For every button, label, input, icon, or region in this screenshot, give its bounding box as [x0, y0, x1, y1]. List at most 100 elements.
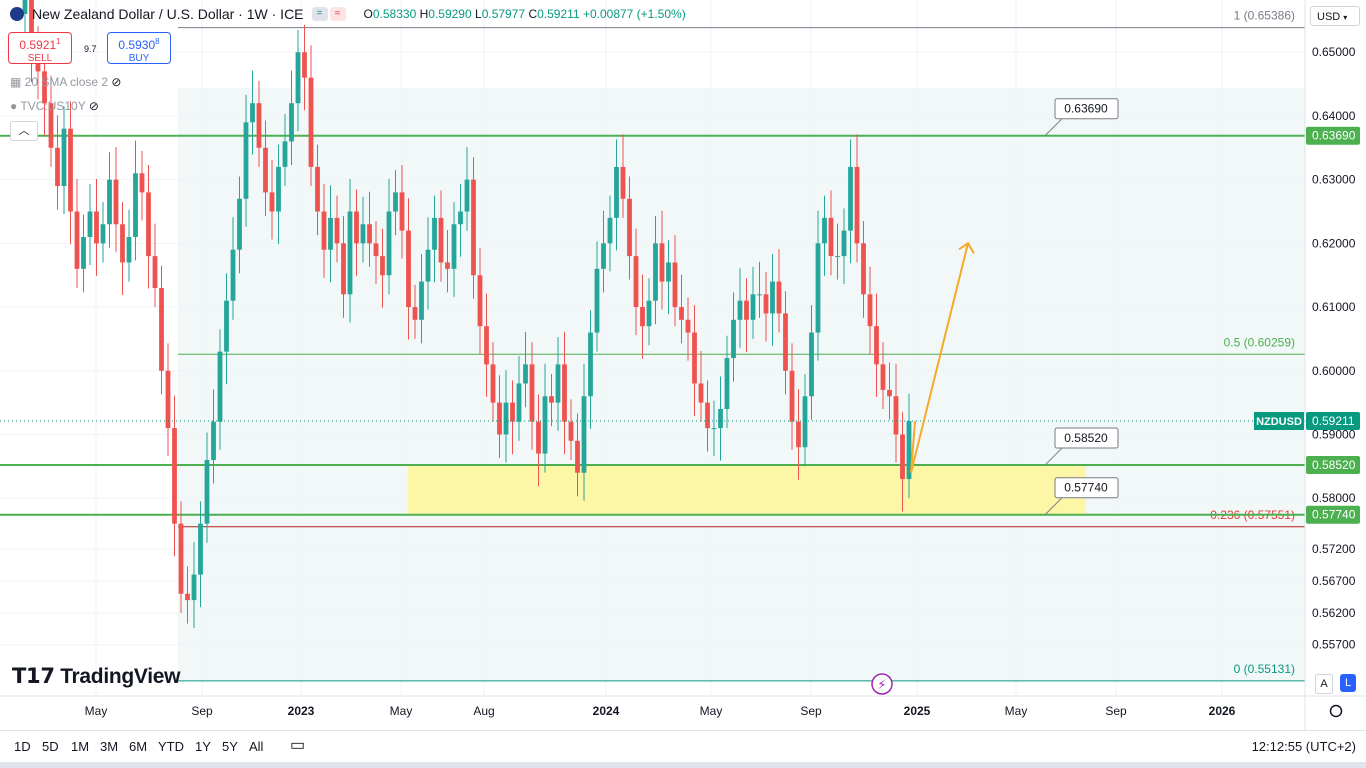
price-axis-tags: 0.63690 0.58520 0.57740 NZDUSD 0.59211	[1254, 126, 1360, 524]
time-tick-label: Aug	[473, 704, 494, 718]
candle-body	[484, 326, 489, 365]
time-tick-label: May	[1005, 704, 1028, 718]
price-tick-label: 0.59000	[1312, 427, 1356, 441]
candle-body	[575, 440, 580, 473]
settings-icon[interactable]	[1329, 704, 1343, 718]
callout-pointer	[1044, 497, 1063, 516]
candle-body	[347, 211, 353, 295]
fib-label: 0.5 (0.60259)	[1224, 335, 1295, 349]
compare-legend[interactable]: ● TVC:US10Y ⊘	[10, 99, 99, 113]
range-all[interactable]: All	[249, 739, 264, 754]
range-6m[interactable]: 6M	[129, 739, 148, 754]
candle-body	[815, 243, 821, 333]
candle-body	[263, 147, 268, 193]
candle-body	[770, 281, 775, 314]
candle-body	[523, 364, 528, 384]
time-axis[interactable]: May Sep 2023 May Aug 2024 May Sep 2025 May Sep 2026	[85, 704, 1236, 718]
dividend-marker[interactable]	[871, 673, 893, 695]
candle-body	[29, 0, 34, 59]
level-price-tag-label: 0.63690	[1312, 129, 1356, 143]
candle-body	[399, 192, 405, 231]
bottom-toolbar: 1D 5D 1M 3M 6M YTD 1Y 5Y All ▭ 12:12:55 …	[0, 730, 1366, 761]
price-tick-label: 0.55700	[1312, 638, 1356, 652]
candle-body	[542, 396, 548, 454]
candle-body	[783, 313, 788, 371]
candle-body	[81, 236, 86, 269]
callout-box	[1054, 427, 1119, 449]
candle-body	[250, 103, 255, 123]
candle-body	[627, 198, 632, 257]
candle-body	[744, 300, 749, 320]
callout-box	[1054, 477, 1119, 499]
candle-body	[789, 370, 795, 422]
candle-body	[107, 179, 112, 225]
time-tick-label: May	[700, 704, 723, 718]
ohlc-values: O0.58330 H0.59290 L0.57977 C0.59211 +0.0…	[363, 7, 686, 21]
candle-body	[562, 364, 567, 422]
candle-body	[334, 217, 340, 244]
clock[interactable]: 12:12:55 (UTC+2)	[1251, 739, 1356, 754]
candle-body	[822, 217, 827, 244]
range-1m[interactable]: 1M	[71, 739, 90, 754]
price-chart[interactable]: 1 (0.65386)0.5 (0.60259)0.236 (0.57551)0…	[0, 0, 1366, 730]
candle-body	[146, 192, 151, 257]
range-5d[interactable]: 5D	[42, 739, 59, 754]
sma-legend[interactable]: ▦ 20 SMA close 2 ⊘	[10, 75, 122, 89]
time-tick-label: Sep	[800, 704, 822, 718]
nzd-flag-icon	[10, 7, 24, 21]
sell-button[interactable]: 0.59211 SELL	[8, 32, 72, 64]
candle-body	[802, 396, 808, 448]
range-3m[interactable]: 3M	[100, 739, 119, 754]
candle-body	[464, 179, 470, 212]
candle-body	[874, 326, 879, 365]
indicator-toggle[interactable]: = ≈	[311, 7, 346, 21]
candle-body	[61, 128, 67, 187]
price-axis[interactable]: 0.660000.650000.640000.630000.620000.610…	[1312, 0, 1356, 652]
us-flag-icon: ●	[10, 99, 21, 113]
candle-body	[328, 217, 333, 250]
candle-body	[269, 192, 275, 212]
callout-pointer	[1044, 447, 1063, 466]
buy-button[interactable]: 0.59308 BUY	[107, 32, 171, 64]
log-scale-button[interactable]: L	[1340, 674, 1356, 692]
auto-scale-button[interactable]: A	[1315, 674, 1333, 694]
candle-body	[230, 249, 236, 301]
tradingview-logo: 𝗧𝟭𝟳 TradingView	[12, 665, 181, 688]
candle-body	[581, 396, 587, 473]
candle-body	[724, 358, 730, 409]
candle-body	[282, 141, 288, 167]
candle-body	[796, 421, 801, 448]
candle-body	[445, 262, 450, 269]
candle-body	[750, 294, 756, 320]
currency-select[interactable]: USD ▾	[1310, 6, 1360, 26]
candle-body	[763, 294, 769, 314]
candle-body	[113, 179, 119, 225]
level-callouts[interactable]: 0.63690 0.58520 0.57740	[1044, 98, 1119, 516]
calendar-icon[interactable]: ▭	[290, 737, 306, 754]
price-tick-label: 0.58000	[1312, 491, 1356, 505]
eye-hidden-icon[interactable]: ⊘	[88, 99, 99, 113]
price-tick-label: 0.61000	[1312, 300, 1356, 314]
candle-body	[828, 217, 834, 257]
collapse-legend-button[interactable]: ︿	[10, 121, 38, 141]
support-zone[interactable]	[408, 465, 1086, 515]
range-ytd[interactable]: YTD	[158, 739, 184, 754]
horizontal-levels[interactable]	[0, 134, 1305, 516]
range-1d[interactable]: 1D	[14, 739, 31, 754]
projection-arrowhead	[958, 241, 975, 254]
price-tick-label: 0.63000	[1312, 173, 1356, 187]
grid	[0, 0, 1305, 696]
range-5y[interactable]: 5Y	[222, 739, 238, 754]
candle-body	[295, 52, 301, 104]
eye-hidden-icon[interactable]: ⊘	[111, 75, 122, 89]
projection-arrow[interactable]	[910, 243, 969, 473]
candle-body	[705, 402, 710, 429]
candle-body	[55, 147, 60, 187]
candle-body	[419, 281, 424, 320]
candle-body	[529, 364, 535, 422]
candle-body	[87, 211, 93, 237]
range-1y[interactable]: 1Y	[195, 739, 211, 754]
candle-body	[386, 211, 392, 276]
symbol-title[interactable]: New Zealand Dollar / U.S. Dollar · 1W · …	[32, 6, 304, 22]
time-tick-label: 2025	[904, 704, 931, 718]
